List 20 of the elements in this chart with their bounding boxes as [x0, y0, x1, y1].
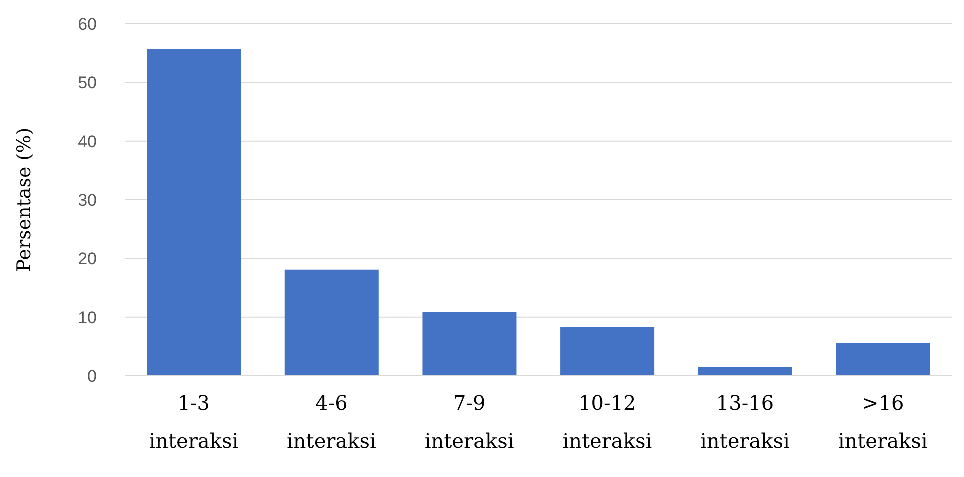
y-tick-label: 50: [78, 74, 97, 93]
y-tick-label: 0: [88, 367, 97, 386]
x-tick-label: 10-12 interaksi: [562, 391, 652, 453]
y-tick-label: 20: [78, 250, 97, 269]
y-tick-label: 30: [78, 191, 97, 210]
y-tick-label: 40: [78, 132, 97, 152]
bar: [836, 343, 930, 376]
x-tick-label: >16 interaksi: [838, 391, 928, 453]
bar: [147, 49, 242, 376]
x-tick-label: 7-9 interaksi: [424, 391, 514, 453]
x-tick-label: 4-6 interaksi: [287, 391, 376, 453]
bar: [284, 270, 379, 376]
bar: [560, 327, 655, 376]
bar: [422, 312, 517, 376]
y-tick-label: 10: [78, 308, 97, 328]
y-tick-label: 60: [78, 15, 97, 34]
y-axis-title: Persentase (%): [14, 128, 36, 272]
x-tick-label: 1-3 interaksi: [149, 391, 239, 453]
x-tick-label: 13-16 interaksi: [700, 391, 790, 453]
bar: [698, 367, 792, 376]
